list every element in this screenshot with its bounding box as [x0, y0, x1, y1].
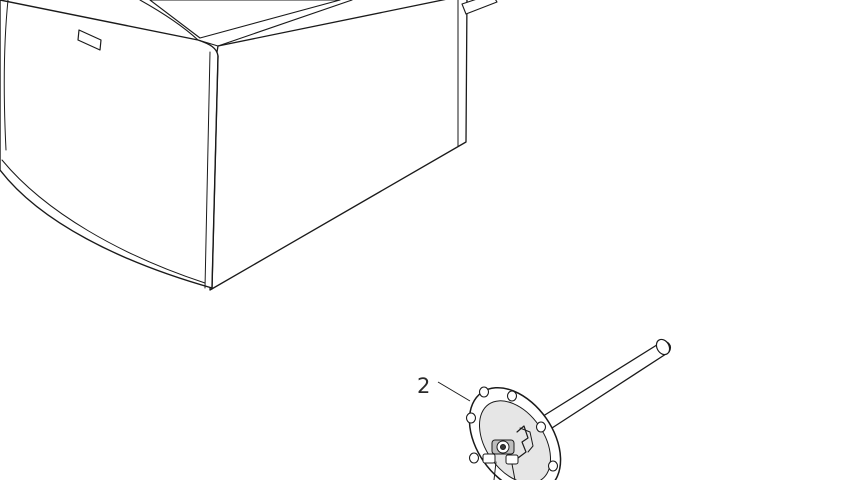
tank-top-surface [149, 0, 341, 39]
terminal-assembly [482, 425, 534, 480]
tank-left-edge [3, 0, 9, 151]
heating-rod [539, 341, 672, 429]
flange-bolt [465, 412, 477, 424]
terminal-wire [511, 463, 516, 480]
water-heater-tank [0, 0, 498, 291]
terminal-post-center [500, 444, 506, 450]
tank-label-plate [77, 29, 102, 51]
sensor-probe [505, 454, 519, 465]
sensor-probe [482, 453, 496, 464]
terminal-wire [493, 461, 497, 480]
callout-2: 2 [417, 374, 471, 402]
tank-outlet-pipe [461, 0, 498, 15]
callout-2-label: 2 [417, 374, 430, 398]
heating-element-flange [465, 338, 672, 480]
thermostat-bracket [516, 425, 529, 459]
flange-bolts [465, 386, 559, 472]
flange-bolt [547, 460, 559, 472]
tank-bottom-curve [1, 159, 206, 284]
flange-bolt [506, 390, 518, 402]
flange-bolt [478, 386, 490, 398]
thermostat-clip [519, 427, 534, 453]
flange-bolt [468, 452, 480, 464]
tank-front-panel [0, 0, 219, 289]
tank-side-panel [209, 0, 468, 291]
callout-2-leader [437, 381, 471, 402]
tank-corner-edge-a [204, 51, 211, 289]
tank-corner-edge-b [211, 55, 219, 290]
flange-bolt [535, 421, 547, 433]
heating-rod-tip [655, 338, 671, 356]
